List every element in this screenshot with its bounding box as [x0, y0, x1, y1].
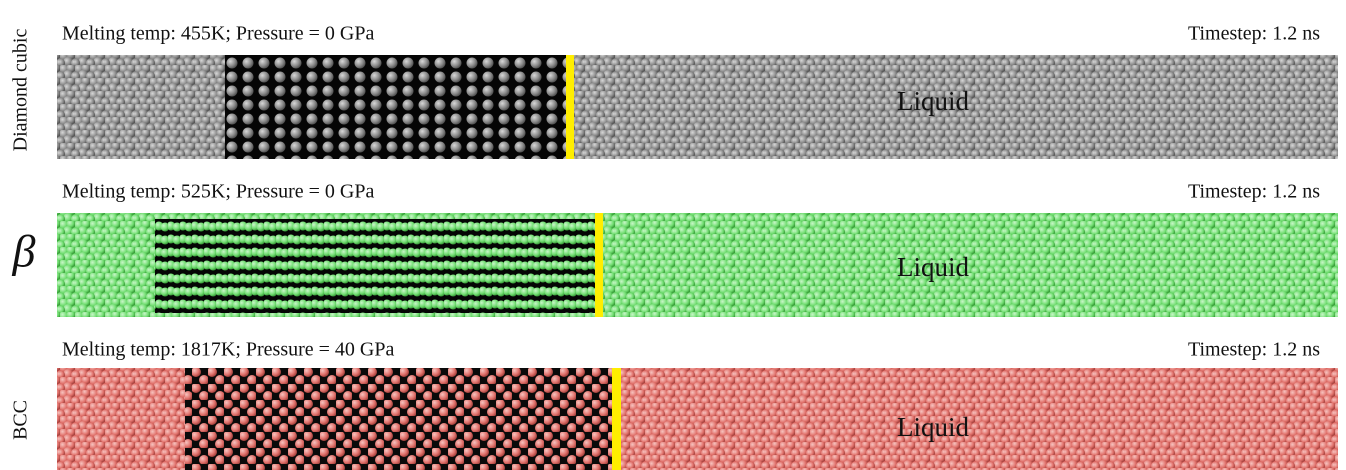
crystal-region [225, 55, 568, 159]
melting-label: Melting temp: 455K; Pressure = 0 GPa [62, 23, 374, 45]
side-label: BCC [10, 400, 32, 440]
crystal-region [185, 368, 613, 470]
crystal-region [155, 219, 596, 313]
timestep-label: Timestep: 1.2 ns [1188, 339, 1320, 361]
phase-label: Liquid [897, 252, 969, 282]
melting-label: Melting temp: 1817K; Pressure = 40 GPa [62, 339, 394, 361]
phase-label: Liquid [897, 86, 969, 116]
phase-label: Liquid [897, 412, 969, 442]
side-label: β [12, 226, 36, 277]
timestep-label: Timestep: 1.2 ns [1188, 181, 1320, 203]
interface-line [612, 368, 621, 470]
side-label: Diamond cubic [10, 29, 32, 152]
interface-line [566, 55, 574, 159]
interface-line [595, 213, 603, 317]
figure: Diamond cubic Melting temp: 455K; Pressu… [0, 0, 1346, 470]
melting-label: Melting temp: 525K; Pressure = 0 GPa [62, 181, 374, 203]
timestep-label: Timestep: 1.2 ns [1188, 23, 1320, 45]
